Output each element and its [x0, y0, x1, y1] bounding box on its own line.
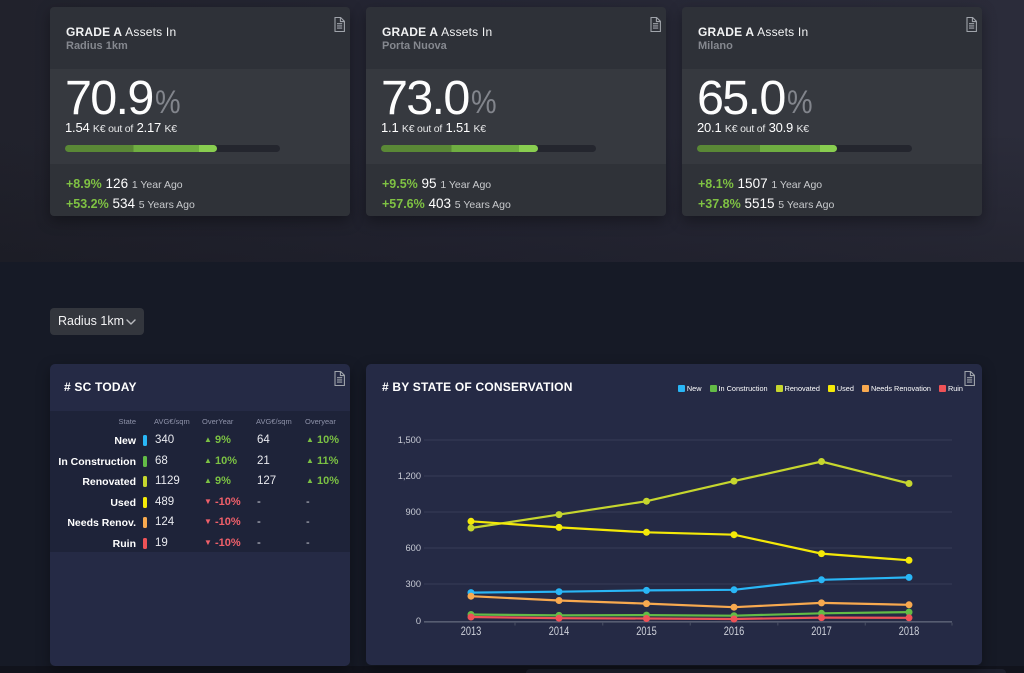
svg-text:2018: 2018 — [899, 624, 920, 638]
svg-text:1,500: 1,500 — [398, 435, 421, 445]
svg-text:1,200: 1,200 — [398, 471, 421, 481]
svg-text:300: 300 — [405, 579, 421, 589]
svg-text:2014: 2014 — [549, 624, 570, 638]
svg-text:2015: 2015 — [636, 624, 657, 638]
svg-text:2016: 2016 — [724, 624, 745, 638]
svg-text:2013: 2013 — [461, 624, 482, 638]
svg-text:900: 900 — [405, 507, 421, 517]
svg-text:600: 600 — [405, 543, 421, 553]
svg-text:0: 0 — [416, 616, 421, 626]
svg-text:2017: 2017 — [811, 624, 832, 638]
